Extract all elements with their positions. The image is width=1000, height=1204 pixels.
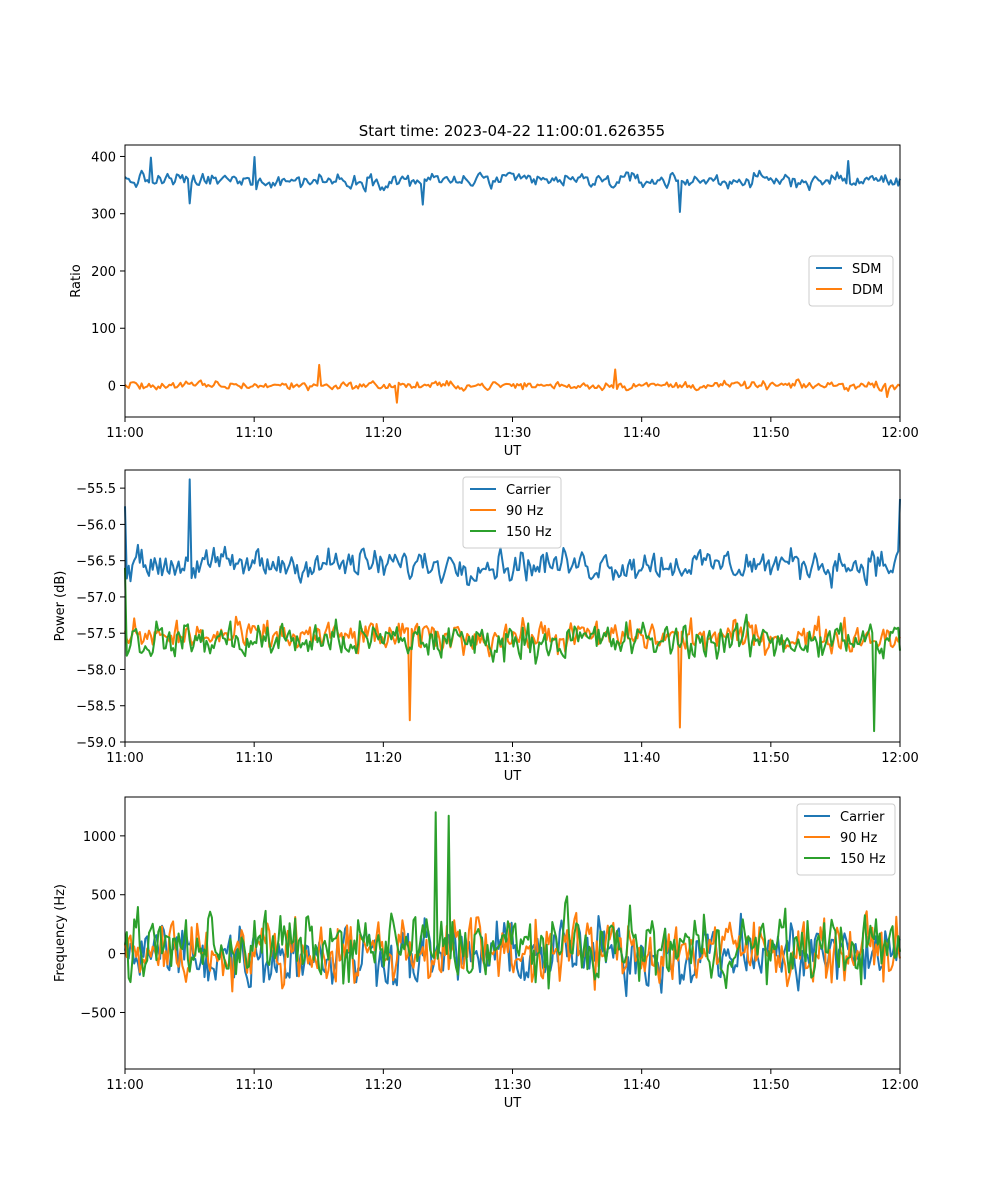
y-tick-label: 300 — [91, 208, 116, 223]
x-tick-label: 11:00 — [106, 426, 143, 441]
x-tick-label: 11:40 — [623, 1078, 660, 1093]
y-tick-label: 400 — [91, 150, 116, 165]
y-tick-label: −55.5 — [76, 482, 116, 497]
x-tick-label: 11:40 — [623, 751, 660, 766]
y-axis-label: Power (dB) — [53, 571, 68, 642]
y-tick-label: −58.0 — [76, 663, 116, 678]
legend-label: 150 Hz — [840, 852, 886, 867]
legend-label: DDM — [852, 283, 883, 298]
x-tick-label: 11:30 — [494, 751, 531, 766]
legend-label: 90 Hz — [506, 504, 543, 519]
series-line-carrier — [124, 478, 901, 589]
x-tick-label: 12:00 — [881, 751, 918, 766]
y-tick-label: 0 — [108, 380, 116, 395]
y-tick-label: 0 — [108, 948, 116, 963]
x-tick-label: 11:50 — [752, 1078, 789, 1093]
x-tick-label: 11:20 — [365, 1078, 402, 1093]
series-line-90-hz — [124, 910, 901, 993]
y-tick-label: −500 — [80, 1006, 116, 1021]
y-tick-label: −56.5 — [76, 555, 116, 570]
x-tick-label: 11:00 — [106, 1078, 143, 1093]
series-line-ddm — [124, 363, 901, 404]
legend-label: 90 Hz — [840, 831, 877, 846]
y-axis-label: Ratio — [69, 264, 84, 297]
y-tick-label: −59.0 — [76, 736, 116, 751]
legend-label: SDM — [852, 262, 881, 277]
x-tick-label: 11:10 — [235, 1078, 272, 1093]
x-tick-label: 11:00 — [106, 751, 143, 766]
x-tick-label: 11:20 — [365, 426, 402, 441]
x-tick-label: 11:50 — [752, 751, 789, 766]
figure-title: Start time: 2023-04-22 11:00:01.626355 — [359, 122, 665, 140]
x-tick-label: 12:00 — [881, 1078, 918, 1093]
x-tick-label: 11:40 — [623, 426, 660, 441]
x-axis-label: UT — [504, 1096, 522, 1111]
x-tick-label: 11:20 — [365, 751, 402, 766]
x-axis-label: UT — [504, 769, 522, 784]
y-tick-label: −56.0 — [76, 518, 116, 533]
y-axis-label: Frequency (Hz) — [53, 884, 68, 982]
axes-frame — [124, 144, 901, 418]
legend-label: 150 Hz — [506, 525, 552, 540]
series-line-sdm — [124, 156, 901, 213]
y-tick-label: −57.0 — [76, 591, 116, 606]
legend-label: Carrier — [840, 810, 885, 825]
y-tick-label: 500 — [91, 889, 116, 904]
x-tick-label: 11:10 — [235, 426, 272, 441]
series-line-150-hz — [124, 811, 901, 990]
x-tick-label: 11:30 — [494, 1078, 531, 1093]
x-tick-label: 11:10 — [235, 751, 272, 766]
y-tick-label: −58.5 — [76, 700, 116, 715]
x-tick-label: 11:30 — [494, 426, 531, 441]
y-tick-label: 200 — [91, 265, 116, 280]
y-tick-label: 100 — [91, 322, 116, 337]
x-tick-label: 11:50 — [752, 426, 789, 441]
x-axis-label: UT — [504, 444, 522, 459]
legend-label: Carrier — [506, 483, 551, 498]
x-tick-label: 12:00 — [881, 426, 918, 441]
y-tick-label: −57.5 — [76, 627, 116, 642]
series-line-150-hz — [124, 567, 901, 733]
y-tick-label: 1000 — [83, 830, 116, 845]
